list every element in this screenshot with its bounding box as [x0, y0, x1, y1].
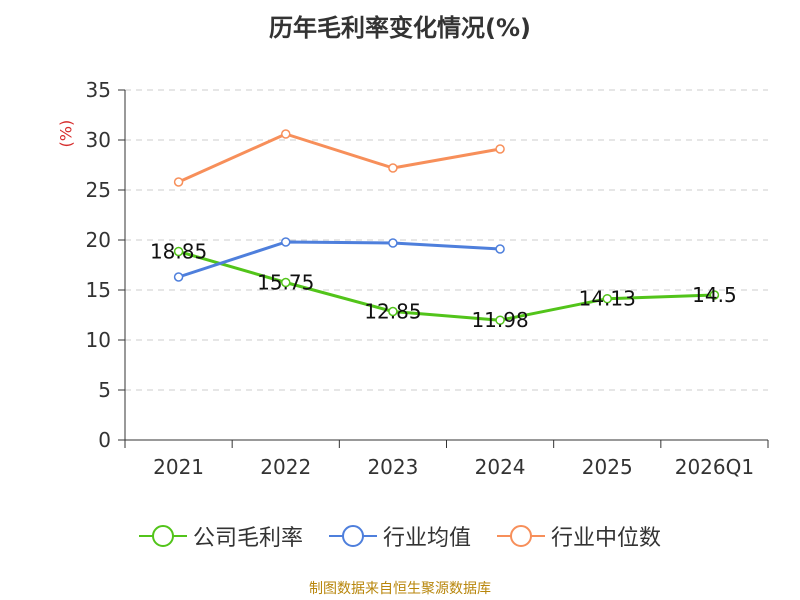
data-point [495, 244, 505, 254]
y-tick-label: 15 [86, 278, 111, 302]
data-point [495, 315, 505, 325]
y-tick-label: 5 [98, 378, 111, 402]
data-point [388, 238, 398, 248]
legend-label: 行业中位数 [551, 526, 662, 551]
legend-item-industry-mean[interactable]: 行业均值 [328, 520, 471, 552]
data-point [495, 144, 505, 154]
data-source-note: 制图数据来自恒生聚源数据库 [309, 581, 491, 597]
data-point [173, 272, 184, 282]
data-point [173, 177, 184, 187]
data-label: 15.75 [257, 271, 314, 295]
data-point [709, 290, 720, 300]
legend-item-industry-median[interactable]: 行业中位数 [497, 520, 661, 552]
data-point [602, 293, 612, 304]
data-point [388, 306, 398, 317]
y-tick-label: 30 [86, 128, 111, 152]
x-tick-label: 2025 [582, 455, 633, 479]
data-label: 14.13 [579, 287, 636, 311]
x-tick-label: 2022 [260, 455, 311, 479]
data-label: 12.85 [364, 300, 421, 324]
chart-title: 历年毛利率变化情况(%) [269, 14, 531, 42]
data-label: 18.85 [150, 240, 207, 264]
data-point [281, 129, 291, 139]
y-tick-label: 35 [86, 78, 111, 102]
x-tick-label: 2021 [153, 455, 204, 479]
legend-label: 公司毛利率 [192, 526, 303, 551]
series-line [178, 240, 501, 279]
data-point [281, 237, 291, 247]
legend-line-circle-icon [138, 524, 187, 548]
data-point [388, 163, 398, 173]
legend-line-circle-icon [328, 524, 377, 548]
y-tick-label: 25 [86, 178, 111, 202]
y-tick-label: 0 [98, 428, 111, 452]
x-tick-label: 2024 [475, 455, 526, 479]
x-tick-label: 2023 [367, 455, 418, 479]
data-point [281, 277, 291, 288]
series-line [177, 132, 501, 184]
legend-label: 行业均值 [382, 526, 471, 551]
y-tick-label: 10 [86, 328, 111, 352]
data-label: 11.98 [471, 308, 528, 332]
legend-line-circle-icon [497, 524, 545, 548]
data-label: 14.5 [692, 283, 737, 307]
series-line [178, 250, 715, 322]
data-point [173, 246, 184, 257]
legend-item-company[interactable]: 公司毛利率 [138, 520, 303, 552]
legend: 公司毛利率 行业均值 行业中位数 [0, 520, 800, 552]
x-tick-label: 2026Q1 [675, 455, 754, 479]
y-tick-label: 20 [86, 228, 111, 252]
